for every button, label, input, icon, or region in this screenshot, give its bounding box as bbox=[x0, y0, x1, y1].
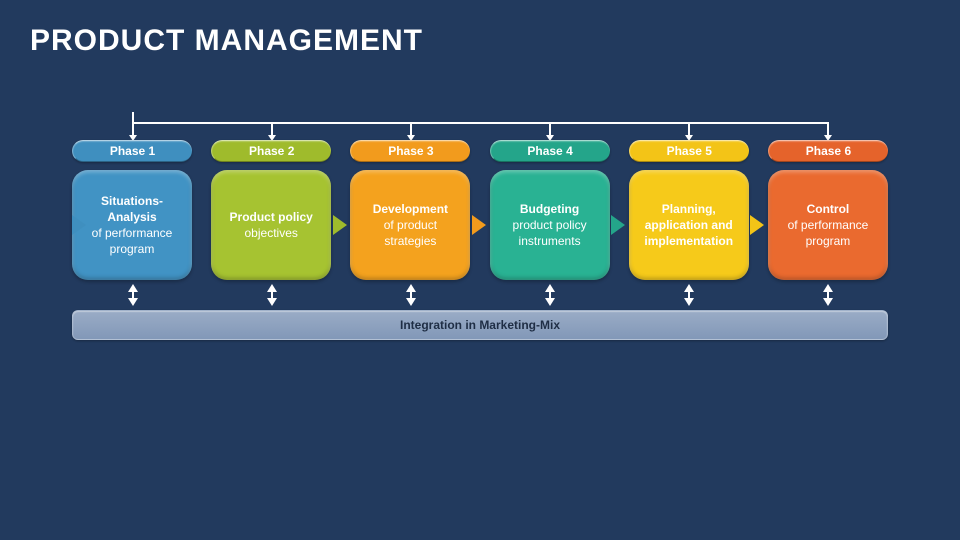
arrow-5-6 bbox=[750, 215, 764, 235]
arrow-3-4 bbox=[472, 215, 486, 235]
phase-badge-1: Phase 1 bbox=[72, 140, 192, 162]
process-diagram: Phase 1 Phase 2 Phase 3 Phase 4 Phase 5 … bbox=[72, 140, 888, 340]
phase-box-1-bold: Situations-Analysis bbox=[80, 193, 184, 225]
v-arrow-4 bbox=[543, 284, 557, 306]
phase-box-3-bold: Development bbox=[358, 201, 462, 217]
phase-box-row: Situations-Analysisof performance progra… bbox=[72, 170, 888, 280]
page-title: PRODUCT MANAGEMENT bbox=[30, 24, 423, 58]
phase-badge-5: Phase 5 bbox=[629, 140, 749, 162]
arrow-1-2 bbox=[72, 215, 86, 235]
phase-box-5-bold: Planning, application and implementation bbox=[637, 201, 741, 250]
phase-box-2-reg: objectives bbox=[230, 225, 313, 241]
phase-box-5: Planning, application and implementation bbox=[629, 170, 749, 280]
branching-arrows bbox=[72, 118, 888, 142]
phase-box-4-bold: Budgeting bbox=[498, 201, 602, 217]
phase-box-2-bold: Product policy bbox=[230, 209, 313, 225]
phase-badge-2: Phase 2 bbox=[211, 140, 331, 162]
phase-box-2: Product policyobjectives bbox=[211, 170, 331, 280]
v-arrow-1 bbox=[126, 284, 140, 306]
arrow-4-5 bbox=[611, 215, 625, 235]
v-arrow-5 bbox=[682, 284, 696, 306]
phase-box-3: Developmentof product strategies bbox=[350, 170, 470, 280]
phase-box-4: Budgetingproduct policy instruments bbox=[490, 170, 610, 280]
phase-badge-3: Phase 3 bbox=[350, 140, 470, 162]
phase-box-6-bold: Control bbox=[776, 201, 880, 217]
integration-bar: Integration in Marketing-Mix bbox=[72, 310, 888, 340]
v-arrow-3 bbox=[404, 284, 418, 306]
phase-box-1-reg: of performance program bbox=[80, 225, 184, 257]
phase-box-6-reg: of performance program bbox=[776, 217, 880, 249]
v-arrow-6 bbox=[821, 284, 835, 306]
phase-box-4-reg: product policy instruments bbox=[498, 217, 602, 249]
arrow-2-3 bbox=[333, 215, 347, 235]
phase-badge-row: Phase 1 Phase 2 Phase 3 Phase 4 Phase 5 … bbox=[72, 140, 888, 162]
phase-box-1: Situations-Analysisof performance progra… bbox=[72, 170, 192, 280]
phase-badge-4: Phase 4 bbox=[490, 140, 610, 162]
phase-box-6: Controlof performance program bbox=[768, 170, 888, 280]
phase-badge-6: Phase 6 bbox=[768, 140, 888, 162]
phase-box-3-reg: of product strategies bbox=[358, 217, 462, 249]
v-arrow-2 bbox=[265, 284, 279, 306]
